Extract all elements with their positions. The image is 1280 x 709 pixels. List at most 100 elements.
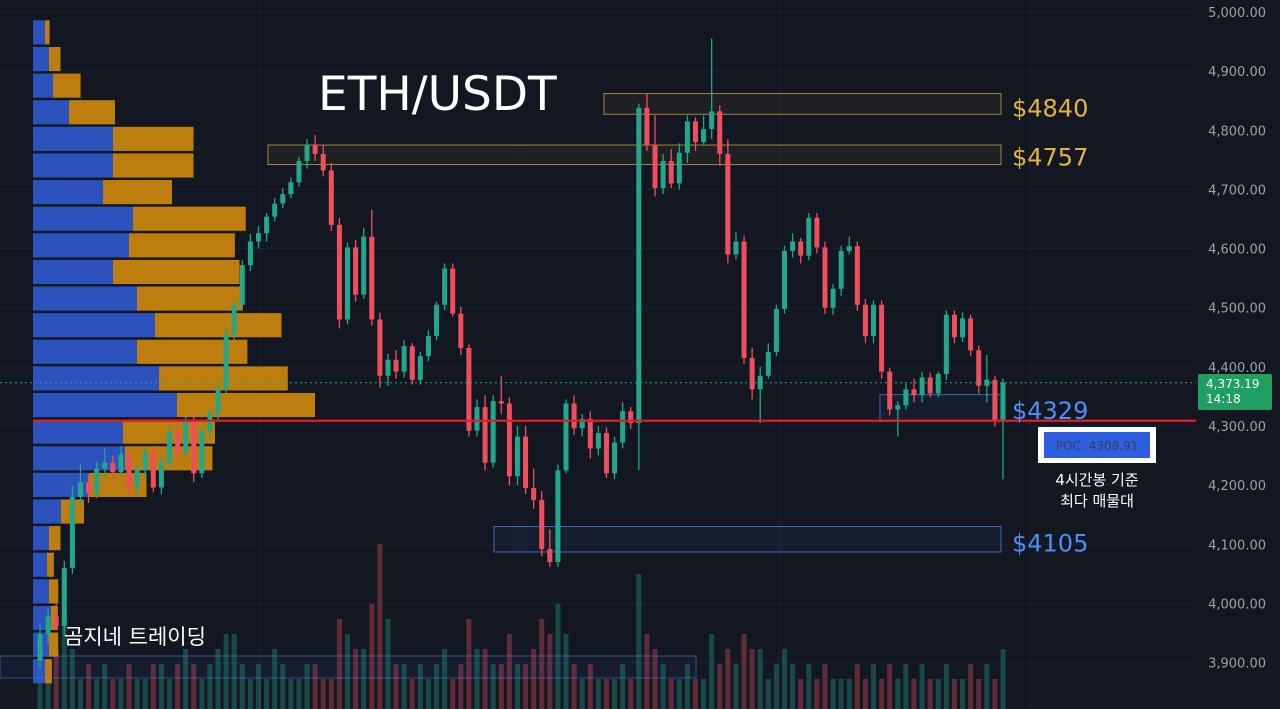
candle bbox=[911, 378, 917, 403]
candle bbox=[935, 371, 941, 398]
candle-body bbox=[458, 313, 464, 348]
poc-note-line2: 최다 매물대 bbox=[1060, 492, 1134, 510]
candle-body bbox=[434, 304, 440, 337]
candle-body bbox=[134, 470, 140, 488]
candle-body bbox=[523, 436, 529, 489]
volume-bar bbox=[903, 664, 909, 709]
candle-body bbox=[393, 359, 399, 372]
candle bbox=[822, 241, 828, 314]
candle-body bbox=[814, 217, 820, 248]
volume-bar bbox=[523, 664, 529, 709]
candle-body bbox=[960, 318, 966, 338]
volume-bar bbox=[943, 664, 949, 709]
candle bbox=[757, 366, 763, 424]
current-price-label: 4,373.19 14:18 bbox=[1198, 374, 1272, 410]
volume-bar bbox=[312, 664, 318, 709]
candle-body bbox=[968, 318, 974, 351]
candle bbox=[158, 455, 164, 495]
volume-profile-sell-bar bbox=[113, 153, 194, 178]
price-tick-label: 4,500.00 bbox=[1208, 302, 1266, 317]
volume-bar bbox=[498, 664, 504, 709]
level-zone-lower bbox=[0, 655, 697, 679]
candle bbox=[854, 241, 860, 311]
candle-body bbox=[846, 246, 852, 251]
candle bbox=[652, 115, 658, 197]
volume-bar bbox=[37, 664, 43, 709]
candle bbox=[668, 149, 674, 189]
candle-body bbox=[69, 496, 75, 568]
volume-profile-buy-bar bbox=[33, 153, 113, 178]
candle-body bbox=[247, 241, 253, 266]
volume-bar bbox=[854, 664, 860, 709]
candle-body bbox=[790, 241, 796, 251]
watermark-text: 곰지네 트레이딩 bbox=[64, 625, 206, 649]
candle bbox=[830, 284, 836, 315]
candle bbox=[692, 117, 698, 151]
candle bbox=[903, 383, 909, 410]
candle bbox=[312, 134, 318, 162]
volume-bar bbox=[887, 664, 893, 709]
volume-profile-buy-bar bbox=[33, 20, 45, 45]
level-label: $4105 bbox=[1012, 529, 1088, 557]
volume-bar bbox=[555, 604, 561, 709]
volume-bar bbox=[425, 679, 431, 709]
level-label: $4757 bbox=[1012, 144, 1088, 172]
candle bbox=[425, 330, 431, 361]
volume-profile-buy-bar bbox=[33, 419, 123, 444]
candle bbox=[701, 115, 707, 146]
candle-body bbox=[628, 411, 634, 424]
candlesticks bbox=[37, 38, 1006, 669]
candle bbox=[458, 306, 464, 356]
volume-bar bbox=[166, 679, 172, 709]
candle-body bbox=[531, 488, 537, 500]
candle bbox=[482, 395, 488, 471]
candle-body bbox=[854, 246, 860, 305]
volume-bar bbox=[280, 664, 286, 709]
candle-body bbox=[223, 333, 229, 390]
candle bbox=[102, 448, 108, 479]
volume-bar bbox=[434, 664, 440, 709]
candle-body bbox=[361, 236, 367, 295]
candle-body bbox=[53, 616, 59, 626]
candle bbox=[968, 314, 974, 357]
volume-profile-buy-bar bbox=[33, 339, 137, 364]
candle-body bbox=[498, 401, 504, 404]
candle bbox=[199, 426, 205, 479]
candle-body bbox=[385, 359, 391, 376]
candle-body bbox=[741, 241, 747, 358]
volume-profile bbox=[33, 20, 315, 684]
candle bbox=[320, 145, 326, 177]
volume-bar bbox=[328, 679, 334, 709]
candle bbox=[579, 414, 585, 437]
candle-body bbox=[102, 462, 108, 469]
price-tick-label: 4,700.00 bbox=[1208, 183, 1266, 198]
candle bbox=[369, 209, 375, 326]
volume-profile-sell-bar bbox=[113, 126, 194, 151]
volume-bar bbox=[628, 679, 634, 709]
candle bbox=[255, 226, 262, 249]
volume-bar bbox=[134, 679, 140, 709]
volume-profile-buy-bar bbox=[33, 206, 133, 231]
volume-bar bbox=[927, 679, 933, 709]
volume-bar bbox=[304, 664, 310, 709]
volume-bar bbox=[490, 664, 496, 709]
volume-profile-sell-bar bbox=[45, 659, 52, 684]
candle-body bbox=[490, 401, 496, 463]
volume-bar bbox=[806, 664, 812, 709]
volume-bar bbox=[668, 679, 674, 709]
current-price-value: 4,373.19 bbox=[1206, 377, 1259, 391]
candle-body bbox=[320, 153, 326, 171]
volume-profile-buy-bar bbox=[33, 259, 113, 285]
candle bbox=[571, 395, 577, 435]
candle-body bbox=[911, 389, 917, 396]
volume-bar bbox=[514, 664, 520, 709]
candle bbox=[442, 263, 448, 311]
candle bbox=[725, 139, 731, 264]
volume-bar bbox=[725, 649, 731, 709]
candle bbox=[660, 153, 666, 195]
volume-bar bbox=[393, 664, 399, 709]
volume-bar bbox=[191, 664, 197, 709]
candle bbox=[636, 103, 642, 471]
